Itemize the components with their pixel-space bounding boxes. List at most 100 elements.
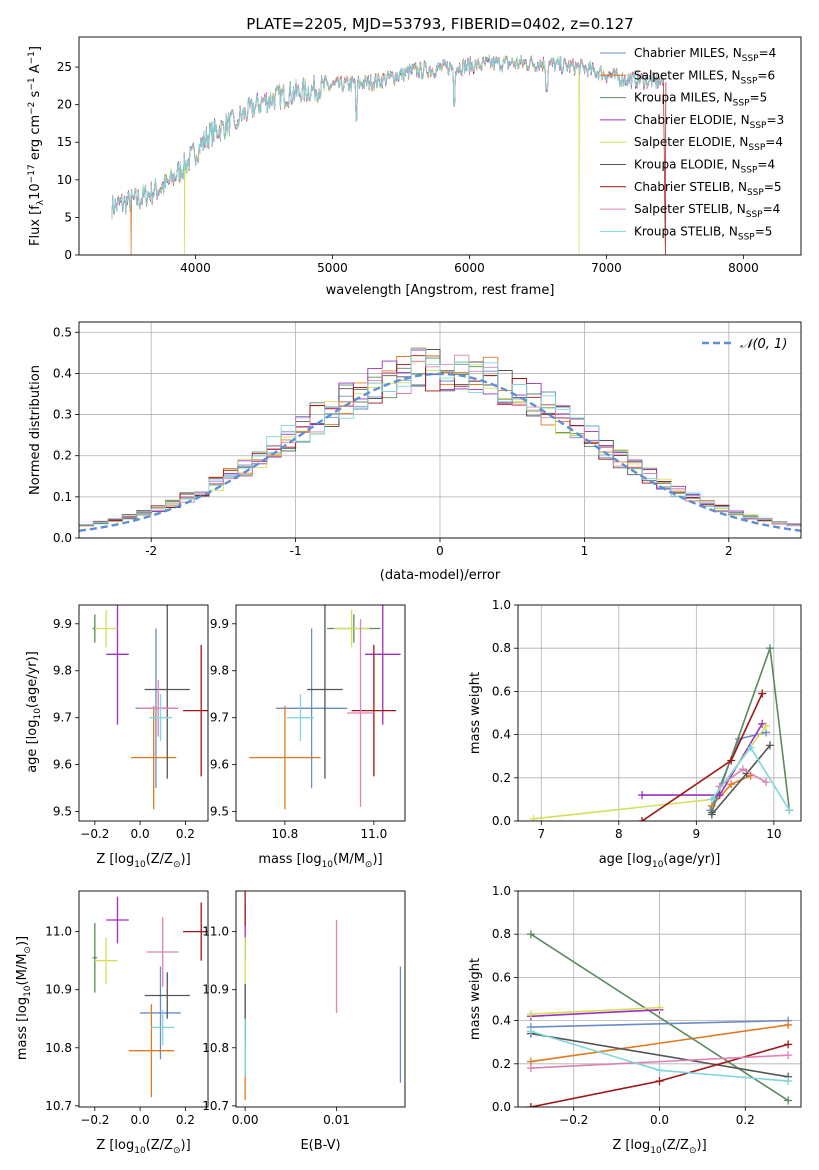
y-tick-label: 0.4	[492, 1014, 511, 1028]
weight-series-3	[530, 1009, 660, 1018]
y-tick-label: 10.9	[202, 983, 229, 997]
y-tick-label: 10.9	[45, 983, 72, 997]
weight-marker	[526, 1103, 535, 1107]
x-tick-label: 1	[581, 544, 589, 558]
weight-marker	[784, 1077, 793, 1086]
x-axis-label: E(B-V)	[300, 1138, 340, 1153]
legend-entry: Chabrier ELODIE, NSSP=3	[634, 113, 784, 131]
plot-area	[92, 605, 208, 810]
x-tick-label: 10	[766, 827, 781, 841]
weight-marker	[727, 756, 736, 765]
weight-marker	[655, 1077, 664, 1086]
x-tick-label: -1	[290, 544, 302, 558]
y-tick-label: 10.8	[202, 1041, 229, 1055]
x-tick-label: 6000	[454, 261, 485, 275]
x-tick-label: 0.01	[323, 1113, 350, 1127]
x-tick-label: −0.2	[559, 1113, 588, 1127]
weight-marker	[655, 1066, 664, 1075]
legend-entry: Kroupa ELODIE, NSSP=4	[634, 158, 775, 176]
y-tick-label: 15	[57, 135, 72, 149]
x-axis-label: wavelength [Angstrom, rest frame]	[326, 283, 555, 298]
weight-marker	[784, 1020, 793, 1029]
legend-entry: Chabrier MILES, NSSP=4	[634, 46, 776, 64]
y-tick-label: 0.0	[53, 531, 72, 545]
x-tick-label: 8	[615, 827, 623, 841]
legend-entry: Kroupa MILES, NSSP=5	[634, 91, 767, 109]
spectrum-series-0	[111, 54, 664, 219]
weight-marker	[765, 644, 774, 653]
x-axis-label: mass [log10(M/M⊙)]	[258, 852, 382, 870]
y-tick-label: 0.8	[492, 927, 511, 941]
weight-series-0	[530, 1019, 789, 1028]
x-tick-label: 9	[693, 827, 701, 841]
legend-entry: Chabrier STELIB, NSSP=5	[634, 180, 782, 198]
y-tick-label: 10.7	[202, 1099, 229, 1113]
y-tick-label: 0.2	[492, 1057, 511, 1071]
legend-entry: Salpeter ELODIE, NSSP=4	[634, 135, 783, 153]
y-tick-label: 0	[64, 248, 72, 262]
spectrum-series-8	[111, 55, 664, 218]
x-tick-label: 0.2	[176, 1113, 195, 1127]
y-tick-label: 0.6	[492, 684, 511, 698]
weight-marker	[762, 778, 771, 787]
y-tick-label: 11.0	[202, 925, 229, 939]
weight-series-5	[530, 1032, 789, 1078]
legend-entry: 𝒩(0, 1)	[740, 337, 787, 352]
weight-marker	[785, 806, 794, 815]
axes-frame	[235, 604, 406, 822]
plot-area	[244, 891, 402, 1101]
weight-series-7	[530, 1054, 789, 1069]
y-tick-label: 9.6	[53, 758, 72, 772]
x-tick-label: 5000	[317, 261, 348, 275]
y-tick-label: 20	[57, 98, 72, 112]
x-tick-label: 7	[537, 827, 545, 841]
weight-marker	[529, 814, 538, 821]
massweight-axes-7: −0.2 0.0 0.2 0.0 0.2 0.4 0.6 0.8 1.0 Z [log10(Z/Z…	[468, 884, 802, 1156]
x-tick-label: 8000	[728, 261, 759, 275]
scatter-axes-2: −0.2 0.0 0.2 9.5 9.6 9.7 9.8 9.9 Z [log10(Z/Z⊙)]…	[25, 604, 209, 870]
y-tick-label: 0.4	[492, 728, 511, 742]
x-tick-label: 11.0	[361, 827, 388, 841]
y-tick-label: 1.0	[492, 884, 511, 898]
x-axis-label: Z [log10(Z/Z⊙)]	[96, 1138, 190, 1156]
x-axis-label: Z [log10(Z/Z⊙)]	[612, 1138, 706, 1156]
y-tick-label: 0.2	[53, 449, 72, 463]
y-tick-label: 0.8	[492, 641, 511, 655]
scatter-axes-3: 10.8 11.0 9.5 9.6 9.7 9.8 9.9 mass [log10(M/M⊙)…	[210, 604, 406, 870]
x-tick-label: 2	[725, 544, 733, 558]
spectrum-axes: 4000 5000 6000 7000 8000 0 5 10 15 20 25 Chabrier M…	[27, 36, 802, 298]
x-tick-label: 0.2	[736, 1113, 755, 1127]
y-tick-label: 9.9	[210, 617, 229, 631]
x-tick-label: 0.0	[131, 827, 150, 841]
x-tick-label: 10.8	[272, 827, 299, 841]
x-axis-label: Z [log10(Z/Z⊙)]	[96, 852, 190, 870]
weight-marker	[526, 1064, 535, 1073]
y-axis-label: Flux [fλ10−17 erg cm−2 s−1 A−1]	[27, 46, 46, 246]
weight-series-1	[530, 1024, 789, 1063]
x-tick-label: 0.00	[232, 1113, 259, 1127]
y-axis-label: mass weight	[468, 672, 483, 754]
y-tick-label: 0.0	[492, 1100, 511, 1114]
weight-marker	[765, 741, 774, 750]
scatter-axes-5: −0.2 0.0 0.2 10.7 10.8 10.9 11.0 Z [log10(Z/Z⊙)…	[15, 890, 209, 1156]
spectrum-series-3	[111, 56, 664, 218]
y-tick-label: 25	[57, 60, 72, 74]
y-tick-label: 10.8	[45, 1041, 72, 1055]
y-tick-label: 0.6	[492, 970, 511, 984]
weight-marker	[784, 1040, 793, 1049]
legend-entry: Salpeter MILES, NSSP=6	[634, 68, 775, 86]
y-axis-label: mass [log10(M/M⊙)]	[15, 936, 33, 1060]
x-tick-label: −0.2	[80, 1113, 109, 1127]
legend-entry: Kroupa STELIB, NSSP=5	[634, 224, 772, 242]
plot-area	[518, 891, 801, 1107]
x-tick-label: 0.0	[650, 1113, 669, 1127]
weight-marker	[526, 930, 535, 939]
x-tick-label: 0.0	[131, 1113, 150, 1127]
y-tick-label: 11.0	[45, 925, 72, 939]
x-axis-label: (data-model)/error	[380, 568, 501, 583]
axes-frame	[235, 890, 406, 1108]
weight-marker	[707, 795, 716, 804]
y-tick-label: 9.5	[210, 805, 229, 819]
massweight-axes-4: 7 8 9 10 0.0 0.2 0.4 0.6 0.8 1.0 age [log10(age/yr…	[468, 598, 802, 870]
plot-area	[249, 605, 401, 810]
